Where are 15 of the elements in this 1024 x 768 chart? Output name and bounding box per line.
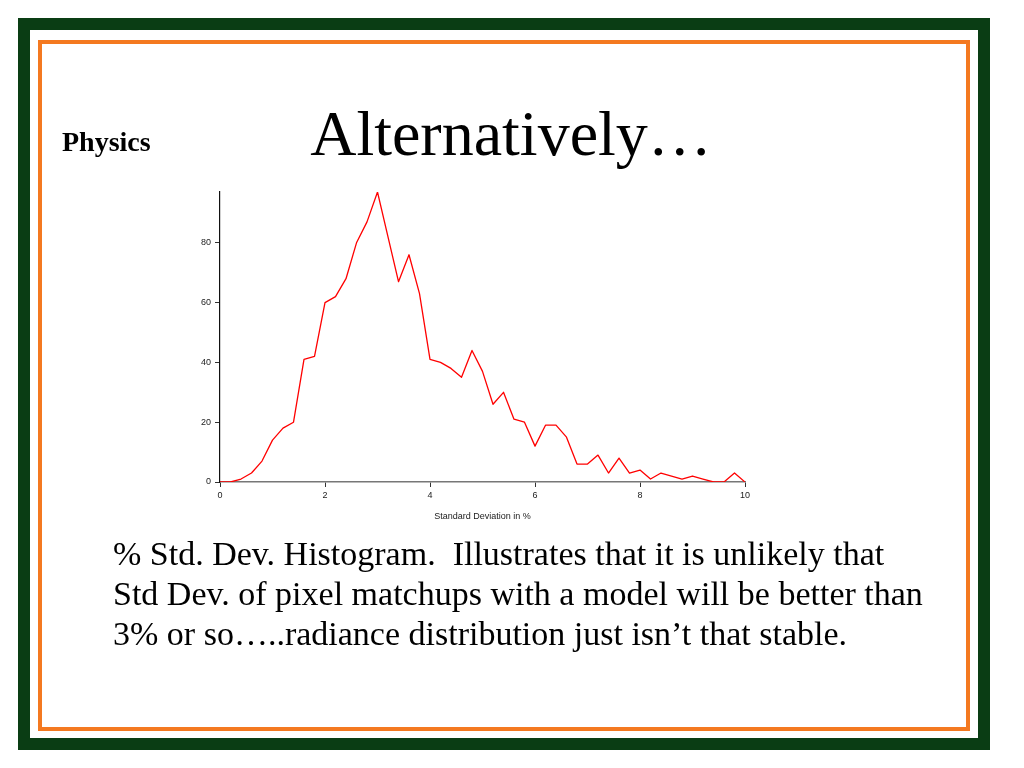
- y-tick-label: 40: [200, 356, 211, 367]
- text: Physics: [62, 125, 151, 159]
- text: % Std. Dev. Histogram. Illustrates that it is unlikely that Std Dev. of pixel matchups with a model will be better than 3% or so…..radiance distribution just isn’t that stable.: [113, 534, 924, 654]
- x-axis-title: Standard Deviation in %: [434, 511, 531, 522]
- y-tick-label: 60: [200, 297, 211, 308]
- x-tick-label: 8: [637, 489, 643, 500]
- x-tick-label: 4: [427, 489, 433, 500]
- chart-title: Alternatively…: [309, 97, 713, 171]
- x-tick-label: 6: [532, 489, 538, 500]
- x-tick-label: 10: [739, 489, 751, 500]
- x-tick-label: 0: [217, 489, 223, 500]
- x-tick-label: 2: [322, 489, 328, 500]
- y-tick-label: 80: [200, 237, 211, 248]
- y-tick-label: 20: [200, 416, 211, 427]
- y-tick-label: 0: [205, 476, 211, 487]
